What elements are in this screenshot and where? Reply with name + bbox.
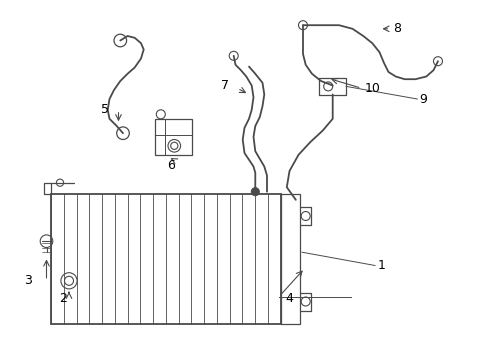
Text: 2: 2 xyxy=(59,292,66,305)
Text: 7: 7 xyxy=(220,79,228,92)
Circle shape xyxy=(251,188,259,196)
Text: 6: 6 xyxy=(166,159,174,172)
Bar xyxy=(280,194,300,324)
Bar xyxy=(51,194,280,324)
Text: 1: 1 xyxy=(377,259,385,272)
Text: 4: 4 xyxy=(285,292,292,305)
Text: 3: 3 xyxy=(24,274,32,287)
Text: 9: 9 xyxy=(418,93,426,105)
Bar xyxy=(154,119,192,155)
Text: 5: 5 xyxy=(101,103,109,116)
Text: 8: 8 xyxy=(392,22,400,35)
Text: 10: 10 xyxy=(365,82,380,95)
